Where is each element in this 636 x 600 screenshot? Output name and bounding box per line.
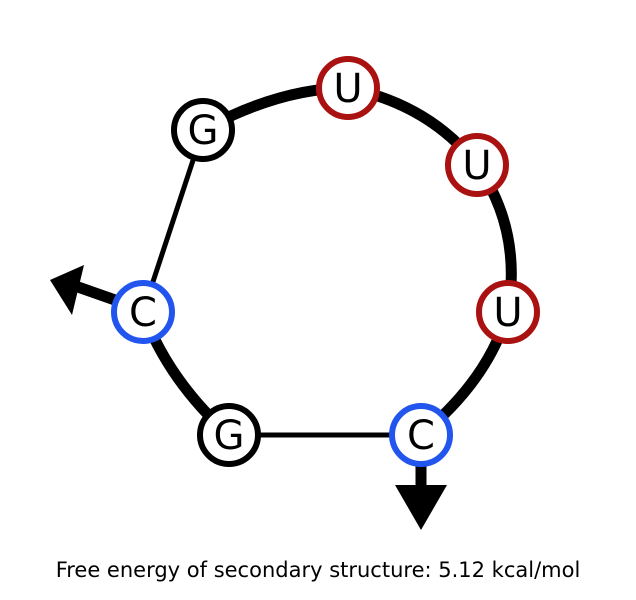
down-arrow-head	[395, 485, 447, 530]
base-ring	[111, 280, 175, 344]
bases: G U U U C G C	[111, 56, 540, 467]
base-letter: C	[129, 290, 157, 336]
base-letter: U	[333, 66, 362, 112]
base-ring	[476, 280, 540, 344]
base-letter: C	[407, 413, 435, 459]
base-ring	[445, 133, 509, 197]
base-u1: U	[316, 56, 380, 120]
base-letter: G	[188, 108, 219, 154]
base-g1: G	[171, 98, 235, 162]
free-energy-caption: Free energy of secondary structure: 5.12…	[55, 558, 581, 582]
base-u3: U	[476, 280, 540, 344]
base-ring	[389, 403, 453, 467]
arrows	[50, 265, 447, 530]
base-c1: C	[389, 403, 453, 467]
base-ring	[316, 56, 380, 120]
down-arrow	[395, 463, 447, 530]
base-letter: U	[493, 290, 522, 336]
base-letter: G	[214, 413, 245, 459]
left-arrow-shaft	[76, 281, 117, 306]
base-ring	[171, 98, 235, 162]
base-c2: C	[111, 280, 175, 344]
base-g2: G	[197, 403, 261, 467]
left-arrow	[50, 265, 117, 315]
base-letter: U	[462, 143, 491, 189]
base-u2: U	[445, 133, 509, 197]
left-arrow-head	[50, 265, 84, 315]
base-ring	[197, 403, 261, 467]
